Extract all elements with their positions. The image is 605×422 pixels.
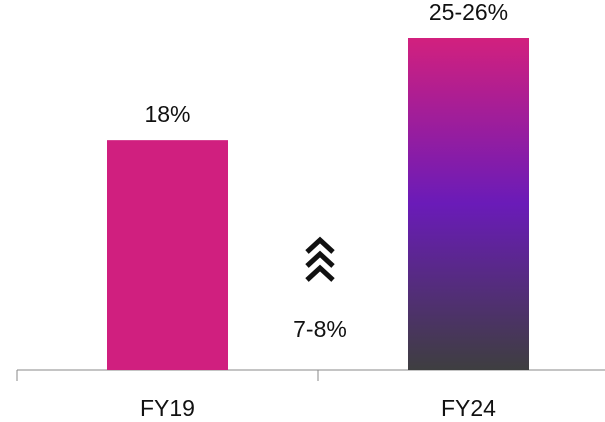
x-tick-label: FY19 bbox=[140, 395, 195, 421]
chevron bbox=[305, 236, 335, 254]
bar bbox=[407, 38, 530, 370]
up-arrows bbox=[305, 236, 335, 282]
value-label: 25-26% bbox=[429, 0, 508, 25]
annotation: 7-8% bbox=[293, 316, 347, 342]
chevron bbox=[305, 264, 335, 282]
value-label: 18% bbox=[144, 101, 190, 127]
chevron bbox=[305, 250, 335, 268]
x-tick-label: FY24 bbox=[441, 395, 496, 421]
bar bbox=[106, 140, 229, 370]
